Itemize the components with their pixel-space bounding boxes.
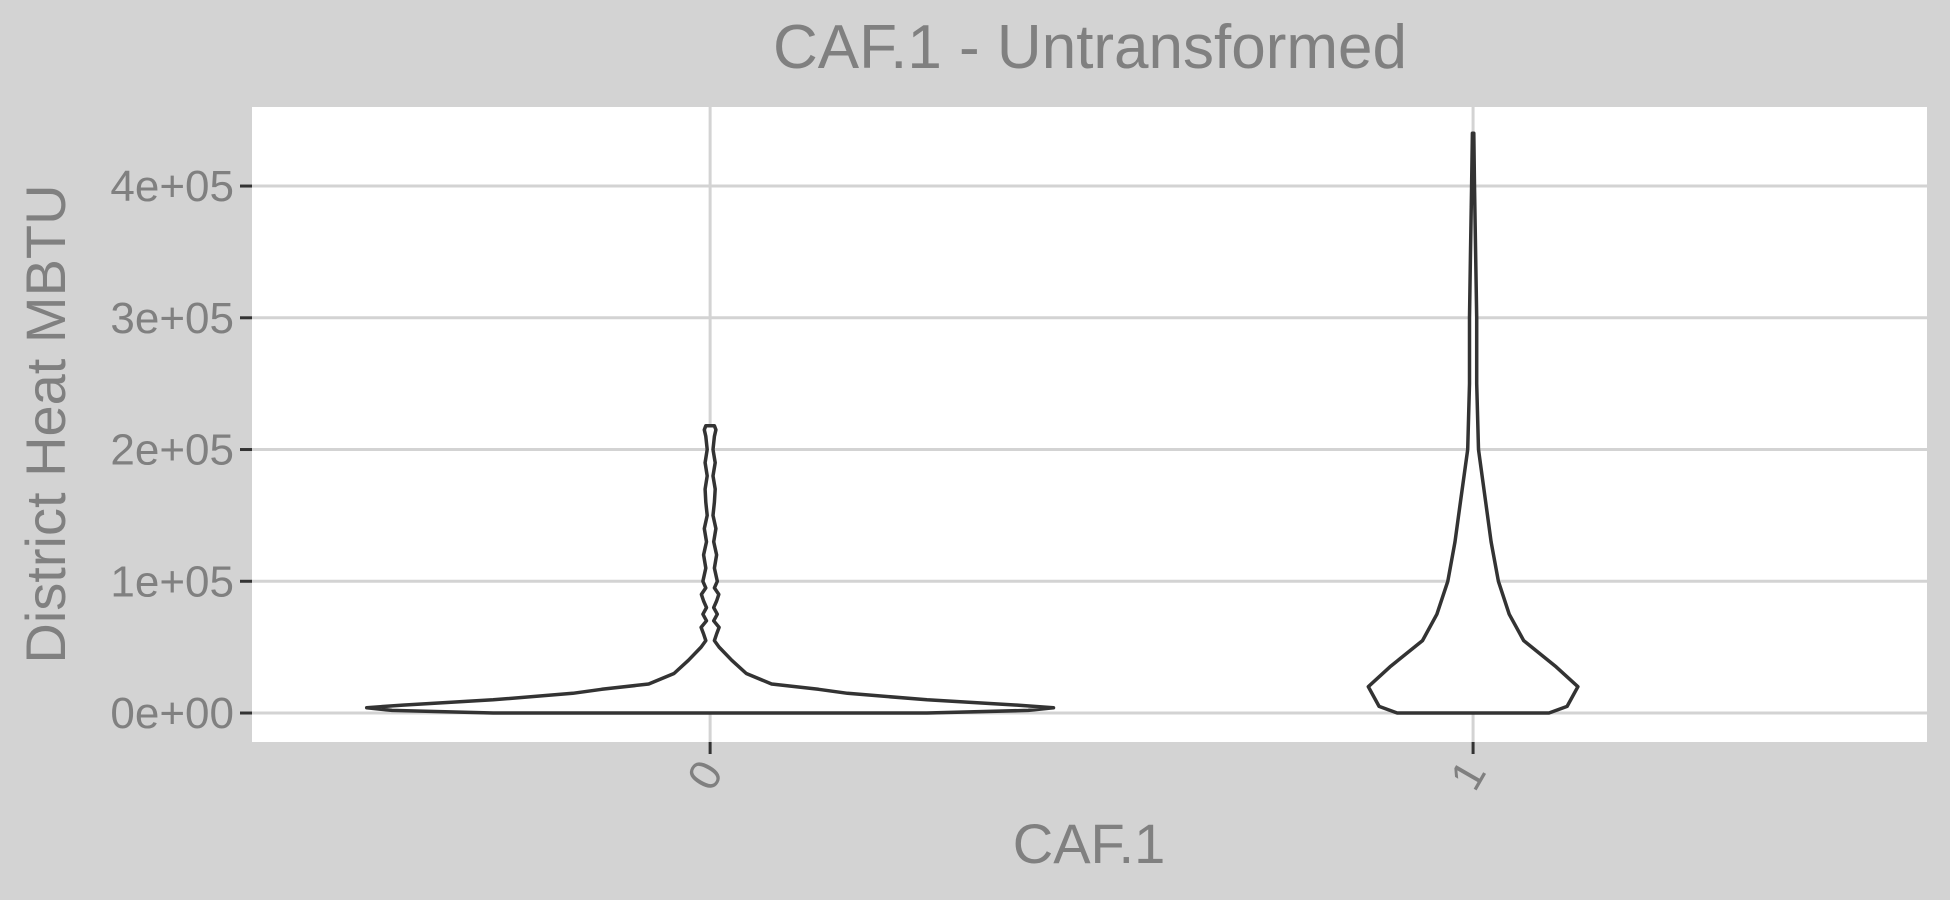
y-tick-label: 0e+00: [110, 689, 234, 738]
y-axis-ticks: 0e+00 1e+05 2e+05 3e+05 4e+05: [110, 162, 252, 738]
violin-0: [364, 424, 1056, 715]
x-axis-title: CAF.1: [1013, 812, 1166, 875]
y-axis-title: District Heat MBTU: [14, 184, 77, 663]
chart-title: CAF.1 - Untransformed: [773, 13, 1407, 82]
plot-panel: [252, 107, 1927, 742]
y-tick-label: 4e+05: [110, 162, 234, 211]
violin-1: [1366, 131, 1580, 715]
y-tick-label: 2e+05: [110, 426, 234, 475]
violin-marks: [364, 131, 1580, 715]
y-tick-label: 3e+05: [110, 294, 234, 343]
y-tick-label: 1e+05: [110, 557, 234, 606]
